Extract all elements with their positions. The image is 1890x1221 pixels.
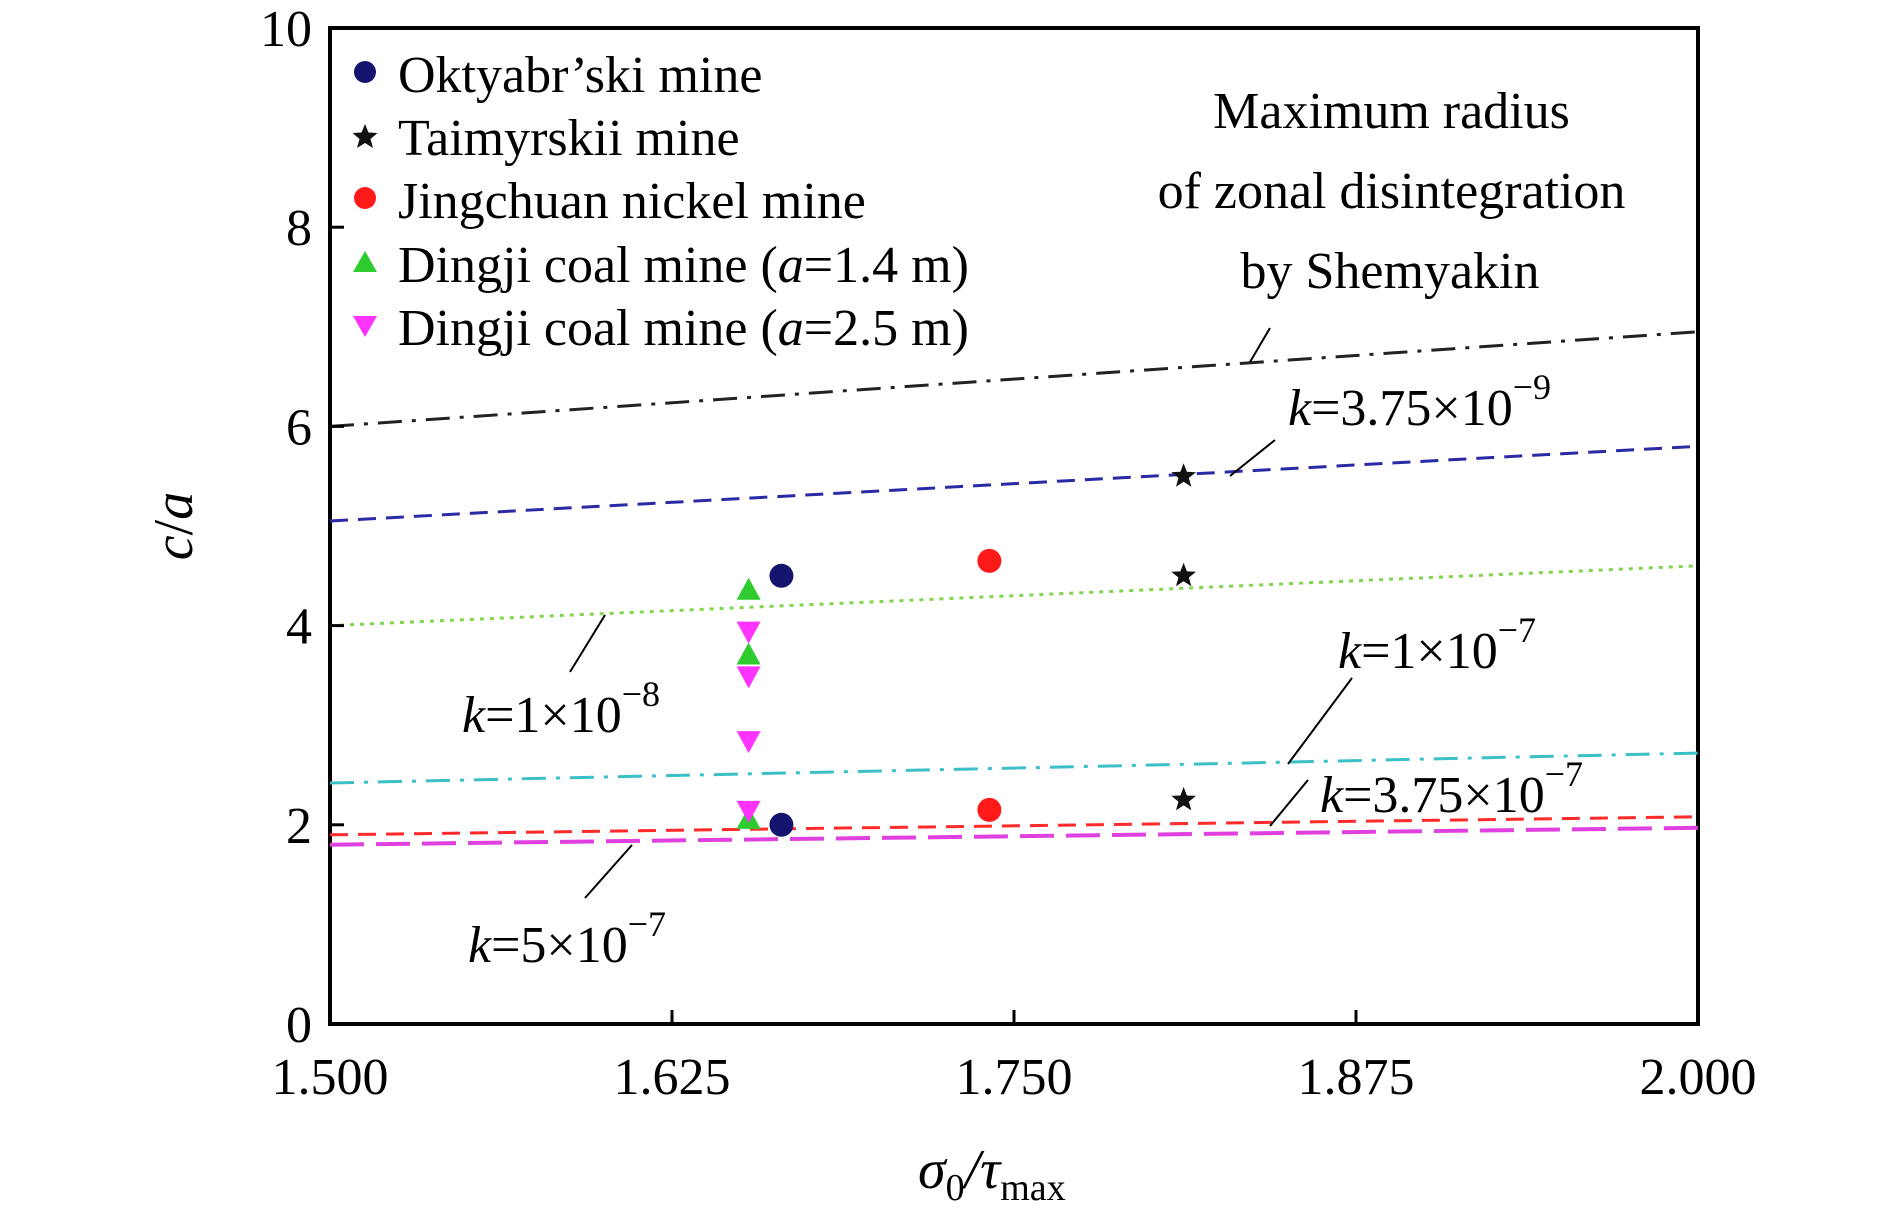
- leader-k3: [1287, 677, 1353, 765]
- curve-layer: [329, 330, 1699, 847]
- annotation-k2-exp: −8: [622, 674, 660, 714]
- x-tick-label-0: 1.500: [272, 1049, 389, 1106]
- y-tick-label-3: 6: [286, 399, 312, 456]
- legend-label-jingchuan: Jingchuan nickel mine: [398, 173, 866, 230]
- legend-marker-oktyabrski: [354, 61, 376, 83]
- point-jingchuan-nickel-mine-1: [977, 548, 1002, 573]
- curve-6: [329, 825, 1699, 847]
- x-tick-label-3: 1.875: [1298, 1049, 1415, 1106]
- point-dingji-coal-mine-a-1-4-m-1: [736, 577, 761, 600]
- legend-marker-dingji-25: [353, 316, 377, 337]
- legend-marker-taimyrskii: [352, 124, 378, 148]
- point-dingji-coal-mine-a-1-4-m-2: [736, 642, 761, 665]
- annotation-k2-k: k: [462, 687, 486, 744]
- y-tick-label-5: 10: [260, 1, 312, 58]
- x-tick-label-1: 1.625: [614, 1049, 731, 1106]
- point-taimyrskii-mine-2: [1171, 562, 1196, 587]
- legend-label-dingji-14: Dingji coal mine (a=1.4 m): [398, 237, 969, 294]
- y-axis-label-slash: /: [143, 519, 205, 535]
- annotation-k1: k=3.75×10−9: [1288, 367, 1551, 437]
- leader-k5: [584, 844, 633, 899]
- point-taimyrskii-mine-3: [1171, 786, 1196, 811]
- y-tick-label-4: 8: [286, 200, 312, 257]
- x-axis-label-sigma: σ: [918, 1139, 948, 1201]
- annotation-shemyakin-line1: Maximum radius: [1213, 83, 1570, 140]
- x-axis-label-submax: max: [1000, 1167, 1065, 1209]
- x-tick-label-2: 1.750: [956, 1049, 1073, 1106]
- point-taimyrskii-mine-1: [1171, 463, 1196, 487]
- annotation-k2-mid: =1×10: [485, 687, 622, 744]
- annotation-k3: k=1×10−7: [1338, 610, 1536, 680]
- y-tick-label-2: 4: [286, 599, 312, 656]
- annotation-k5: k=5×10−7: [468, 904, 666, 974]
- legend-label-dingji-25-var: a: [778, 300, 804, 357]
- x-tick-label-4: 2.000: [1640, 1049, 1757, 1106]
- annotation-k4: k=3.75×10−7: [1320, 754, 1583, 824]
- x-axis-label-tau: /τ: [962, 1139, 1003, 1201]
- annotation-k5-k: k: [468, 917, 492, 974]
- point-oktyabr-ski-mine-1: [769, 563, 794, 588]
- tick-layer: 1.500 1.625 1.750 1.875 2.000 0 2 4 6 8 10: [260, 1, 1757, 1106]
- point-oktyabr-ski-mine-2: [769, 812, 794, 837]
- curve-5: [329, 815, 1699, 837]
- annotation-k5-mid: =5×10: [491, 917, 628, 974]
- annotation-shemyakin-line3: by Shemyakin: [1241, 243, 1540, 300]
- leader-shemyakin: [1249, 327, 1271, 363]
- y-axis-label-a: a: [143, 492, 205, 520]
- legend: Oktyabr’ski mine Taimyrskii mine Jingchu…: [352, 47, 969, 357]
- annotation-k5-exp: −7: [628, 904, 666, 944]
- annotation-k2: k=1×10−8: [462, 674, 660, 744]
- legend-label-dingji-14-post: =1.4 m): [804, 237, 969, 294]
- annotation-shemyakin-line2: of zonal disintegration: [1158, 163, 1626, 220]
- legend-marker-dingji-14: [353, 251, 377, 272]
- point-dingji-coal-mine-a-2-5-m-4: [736, 800, 761, 823]
- legend-marker-jingchuan: [354, 187, 376, 209]
- legend-label-dingji-25-pre: Dingji coal mine (: [398, 300, 778, 357]
- point-dingji-coal-mine-a-2-5-m-1: [736, 621, 761, 644]
- point-dingji-coal-mine-a-2-5-m-3: [736, 731, 761, 754]
- leader-lines: [569, 327, 1353, 899]
- x-axis-label-sub0: 0: [946, 1167, 965, 1209]
- legend-label-dingji-14-var: a: [778, 237, 804, 294]
- leader-k1: [1229, 439, 1276, 477]
- point-dingji-coal-mine-a-2-5-m-2: [736, 666, 761, 689]
- y-axis-label-c: c: [143, 535, 205, 560]
- x-axis-label: σ0/τmax: [918, 1139, 1066, 1209]
- annotation-k1-mid: =3.75×10: [1311, 380, 1513, 437]
- marker-layer: [736, 463, 1196, 837]
- annotation-k3-exp: −7: [1498, 610, 1536, 650]
- annotation-k1-k: k: [1288, 380, 1312, 437]
- curve-3: [329, 564, 1699, 628]
- annotation-shemyakin: Maximum radius of zonal disintegration b…: [1158, 83, 1639, 300]
- legend-label-taimyrskii: Taimyrskii mine: [398, 110, 740, 167]
- y-axis-label: c/a: [143, 492, 205, 560]
- annotation-k4-exp: −7: [1545, 754, 1583, 794]
- curve-1: [329, 330, 1699, 428]
- leader-k2: [569, 614, 606, 673]
- annotation-k4-k: k: [1320, 767, 1344, 824]
- legend-label-dingji-25-post: =2.5 m): [804, 300, 969, 357]
- y-tick-label-1: 2: [286, 798, 312, 855]
- y-tick-label-0: 0: [286, 997, 312, 1054]
- point-jingchuan-nickel-mine-2: [977, 797, 1002, 822]
- curve-2: [329, 444, 1699, 523]
- annotation-k3-k: k: [1338, 623, 1362, 680]
- annotation-k4-mid: =3.75×10: [1343, 767, 1545, 824]
- legend-label-oktyabrski: Oktyabr’ski mine: [398, 47, 762, 104]
- leader-k4: [1269, 779, 1309, 827]
- legend-label-dingji-14-pre: Dingji coal mine (: [398, 237, 778, 294]
- annotation-k1-exp: −9: [1513, 367, 1551, 407]
- annotation-k3-mid: =1×10: [1361, 623, 1498, 680]
- curve-4: [329, 751, 1699, 785]
- legend-label-dingji-25: Dingji coal mine (a=2.5 m): [398, 300, 969, 357]
